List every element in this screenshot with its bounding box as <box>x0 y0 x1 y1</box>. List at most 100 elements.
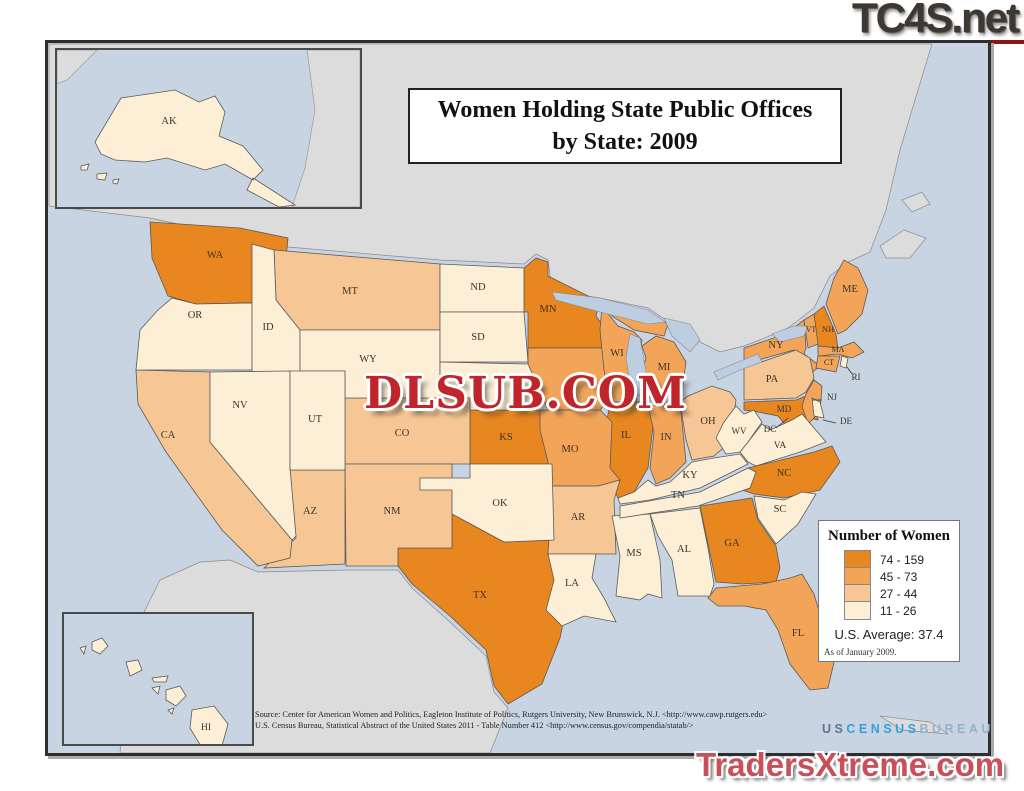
state-label-mo: MO <box>562 444 579 455</box>
state-ga <box>699 497 781 585</box>
state-label-mn: MN <box>540 304 557 315</box>
legend-label-2: 45 - 73 <box>880 569 918 584</box>
state-va <box>739 413 827 467</box>
state-hi <box>79 637 229 744</box>
state-label-wi: WI <box>610 348 624 359</box>
state-ak <box>80 89 297 207</box>
state-label-tx: TX <box>473 590 487 601</box>
state-label-va: VA <box>774 441 787 451</box>
state-de <box>811 397 825 419</box>
state-label-ms: MS <box>626 548 641 559</box>
maritime-canada-landmass <box>879 229 927 259</box>
watermark-bottom-right: TradersXtreme.com <box>696 746 1005 783</box>
legend-us-average: U.S. Average: 37.4 <box>834 627 944 642</box>
lake-superior <box>551 291 667 325</box>
lake-ontario <box>771 325 809 343</box>
census-logo-census: CENSUS <box>846 722 920 736</box>
watermark-center: DLSUB.COM <box>364 368 687 419</box>
state-label-mi: MI <box>658 362 671 373</box>
state-label-me: ME <box>842 284 858 295</box>
legend-rows: 74 - 159 45 - 73 27 - 44 11 - 26 <box>844 549 954 620</box>
state-label-ut: UT <box>308 414 323 425</box>
lake-michigan <box>625 333 647 397</box>
state-label-nd: ND <box>470 282 486 293</box>
census-logo-us: US <box>822 722 847 736</box>
state-fl <box>707 573 835 691</box>
legend-row: 27 - 44 <box>844 583 954 603</box>
lake-huron <box>663 317 701 353</box>
state-label-ar: AR <box>571 512 586 523</box>
legend-row: 45 - 73 <box>844 566 954 586</box>
state-label-oh: OH <box>700 416 716 427</box>
state-label-la: LA <box>565 578 579 589</box>
legend-label-1: 74 - 159 <box>880 552 925 567</box>
state-ut <box>289 370 346 471</box>
source-line2: U.S. Census Bureau, Statistical Abstract… <box>255 720 694 730</box>
state-sc <box>753 491 817 545</box>
legend-label-3: 27 - 44 <box>880 586 918 601</box>
state-label-wv: WV <box>732 426 747 436</box>
watermark-top-right: TC4S.net <box>851 0 1020 41</box>
state-label-mt: MT <box>342 286 358 297</box>
russia-landmass <box>57 50 98 85</box>
state-label-in: IN <box>660 432 671 443</box>
state-label-hi: HI <box>201 723 211 733</box>
legend-as-of: As of January 2009. <box>824 647 897 657</box>
state-ms <box>611 513 663 601</box>
state-sd <box>439 311 529 363</box>
leader-line-de <box>822 419 837 424</box>
state-label-pa: PA <box>766 374 779 385</box>
state-label-dc: DC <box>764 424 777 434</box>
census-logo-bureau: BUREAU <box>919 722 994 736</box>
census-bureau-logo: USCENSUSBUREAU <box>822 722 994 736</box>
source-line1: Source: Center for American Women and Po… <box>255 710 768 719</box>
state-label-nv: NV <box>232 400 248 411</box>
legend-title: Number of Women <box>828 528 950 544</box>
state-wv <box>715 405 763 455</box>
state-label-nm: NM <box>384 506 402 517</box>
state-label-co: CO <box>395 428 410 439</box>
state-label-al: AL <box>677 544 691 555</box>
state-in <box>647 401 687 485</box>
leader-line-ri <box>846 366 853 375</box>
state-la <box>545 553 617 627</box>
state-label-ky: KY <box>682 470 698 481</box>
state-label-sc: SC <box>774 504 787 515</box>
state-label-il: IL <box>621 430 631 441</box>
state-label-id: ID <box>262 322 273 333</box>
state-label-nh: NH <box>822 324 834 334</box>
state-or <box>135 297 253 371</box>
state-label-ak: AK <box>161 116 177 127</box>
map-title-line2: by State: 2009 <box>552 129 698 155</box>
legend-row: 11 - 26 <box>844 600 954 620</box>
legend-swatch-4 <box>844 600 871 620</box>
maritime-island <box>901 191 931 213</box>
state-ky <box>617 453 749 505</box>
legend: Number of Women 74 - 159 45 - 73 27 - 44… <box>818 520 960 662</box>
state-label-ri: RI <box>852 372 861 382</box>
state-label-wa: WA <box>207 250 224 261</box>
state-ok <box>419 463 555 543</box>
state-label-nc: NC <box>777 468 792 479</box>
state-label-or: OR <box>188 310 203 321</box>
state-label-ct: CT <box>824 358 834 367</box>
state-label-sd: SD <box>471 332 485 343</box>
state-ri <box>839 355 849 369</box>
state-label-ma: MA <box>832 345 845 354</box>
lake-erie <box>713 353 763 381</box>
state-label-wy: WY <box>359 354 377 365</box>
state-label-ga: GA <box>724 538 740 549</box>
alaska-inset: AK <box>55 48 362 209</box>
state-label-az: AZ <box>303 506 317 517</box>
state-label-ny: NY <box>768 340 784 351</box>
source-note: Source: Center for American Women and Po… <box>255 710 775 732</box>
state-label-ca: CA <box>161 430 176 441</box>
state-ct <box>815 355 841 373</box>
cuba-landmass <box>879 715 949 735</box>
state-ne <box>439 361 549 411</box>
state-vt <box>803 313 819 349</box>
state-label-de: DE <box>840 416 852 426</box>
map-title-line1: Women Holding State Public Offices <box>437 96 813 123</box>
state-al <box>649 507 715 597</box>
